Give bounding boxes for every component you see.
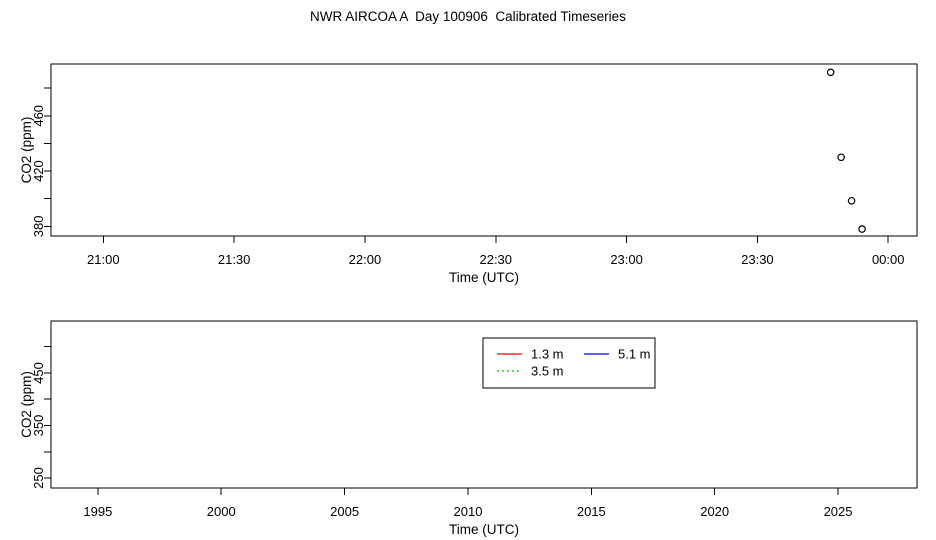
- y-tick-label: 250: [31, 467, 46, 489]
- x-tick-label: 21:30: [218, 252, 251, 267]
- legend-box: [482, 337, 656, 389]
- plot-box: [50, 63, 918, 237]
- x-tick-label: 1995: [83, 504, 112, 519]
- x-tick-label: 23:00: [610, 252, 643, 267]
- data-point: [837, 153, 845, 162]
- data-point: [858, 225, 866, 233]
- panel-top: 21:00 21:30 22:00 22:30 23:00 23:30 00:00 380 42…: [19, 63, 918, 285]
- x-tick-label: 2005: [330, 504, 359, 519]
- plot-box: [50, 320, 918, 489]
- chart-title: NWR AIRCOA A Day 100906 Calibrated Times…: [310, 9, 626, 24]
- x-tick-label: 21:00: [87, 252, 120, 267]
- y-axis-label: CO2 (ppm): [19, 371, 34, 438]
- y-tick-label: 450: [31, 362, 46, 384]
- data-point: [826, 68, 835, 77]
- x-tick-label: 23:30: [741, 252, 774, 267]
- x-tick-label: 00:00: [872, 252, 905, 267]
- panel-bottom: 1995 2000 2005 2010 2015 2020 2025 250 350 450 Tim…: [19, 320, 918, 537]
- y-tick-label: 460: [31, 105, 46, 127]
- x-tick-label: 2000: [207, 504, 236, 519]
- x-tick-label: 2020: [700, 504, 729, 519]
- y-tick-label: 420: [31, 160, 46, 182]
- data-point: [847, 196, 856, 205]
- x-tick-label: 22:30: [479, 252, 512, 267]
- x-tick-label: 2025: [824, 504, 853, 519]
- x-axis-label: Time (UTC): [449, 522, 519, 537]
- y-axis-label: CO2 (ppm): [19, 117, 34, 184]
- x-tick-label: 22:00: [349, 252, 382, 267]
- legend-entry-label: 3.5 m: [531, 364, 564, 379]
- y-tick-label: 380: [31, 215, 46, 237]
- x-axis-label: Time (UTC): [449, 270, 519, 285]
- legend-entry-label: 1.3 m: [531, 347, 564, 362]
- x-tick-label: 2015: [577, 504, 606, 519]
- legend-entry-label: 5.1 m: [618, 347, 651, 362]
- x-tick-label: 2010: [454, 504, 483, 519]
- y-tick-label: 350: [31, 415, 46, 437]
